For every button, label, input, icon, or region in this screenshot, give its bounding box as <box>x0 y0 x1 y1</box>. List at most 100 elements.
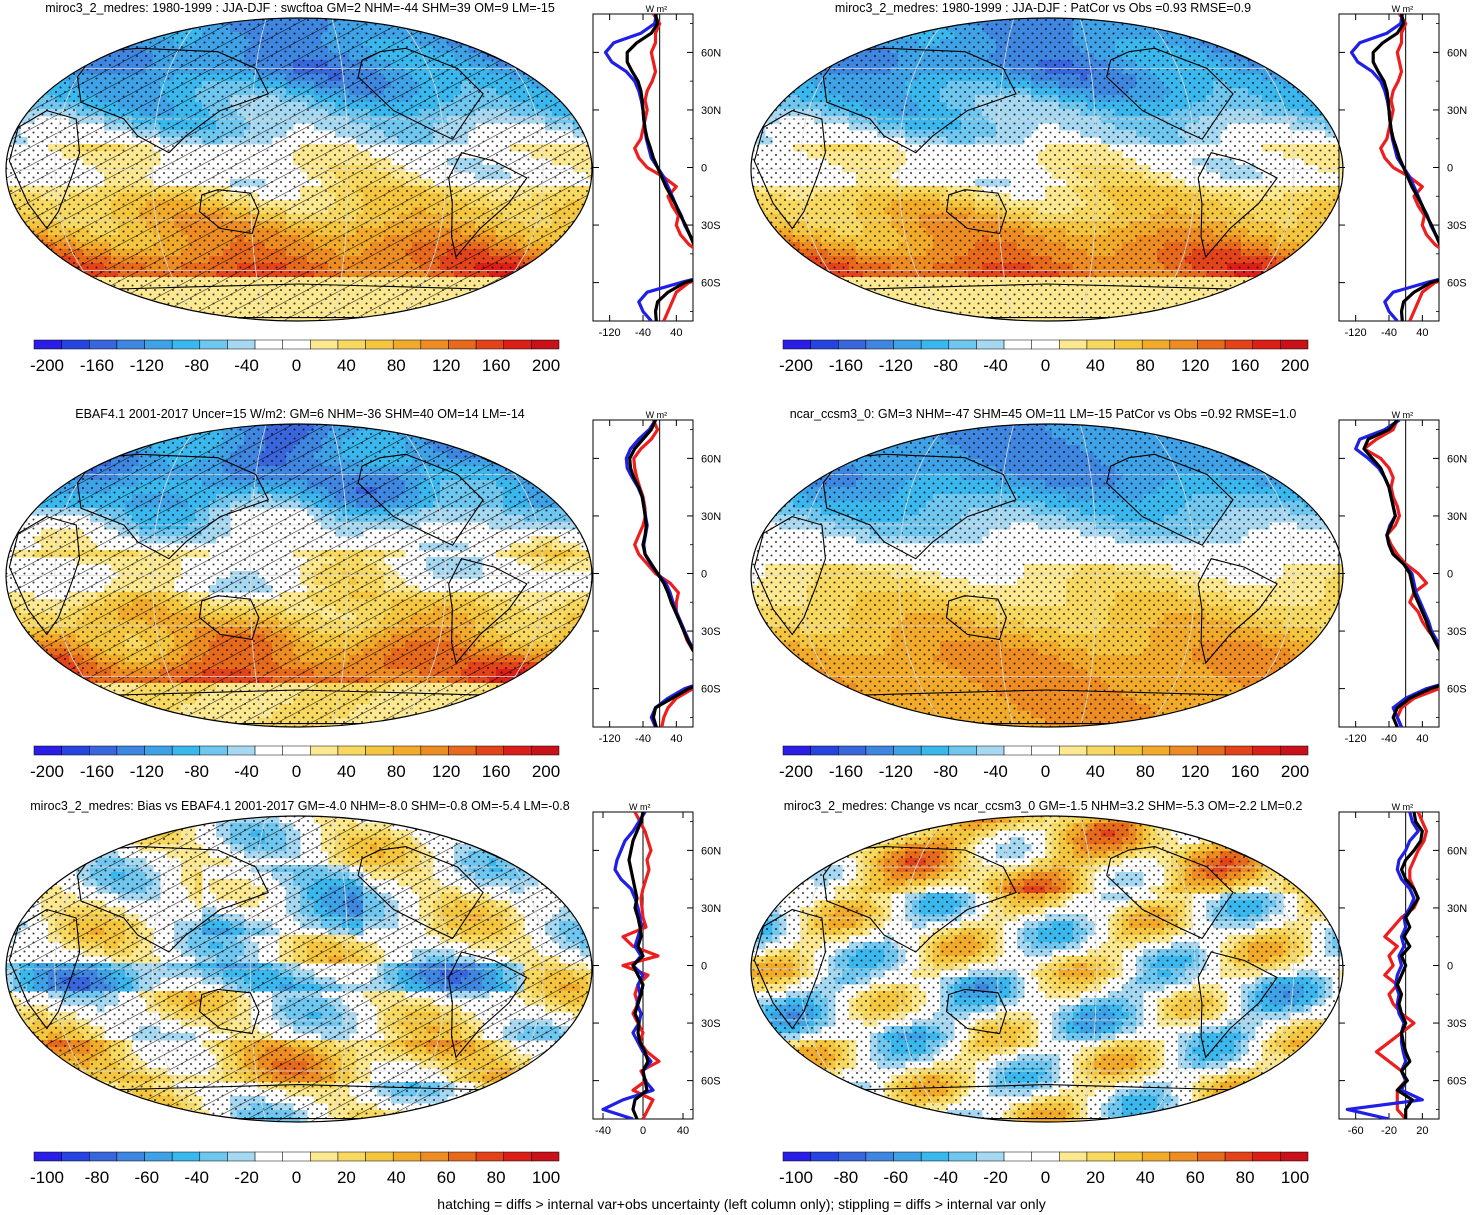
coastline <box>945 988 1008 1035</box>
colorbar-tick-label: -80 <box>834 1168 859 1187</box>
profile-lat-tick: 60S <box>701 278 721 290</box>
profile-lat-tick: 0 <box>1447 163 1453 175</box>
colorbar-swatch <box>1169 339 1198 350</box>
coastline <box>8 110 81 230</box>
profile-x-tick: 20 <box>1416 1125 1428 1137</box>
coastline <box>1106 47 1234 140</box>
profile-frame <box>1338 811 1440 1120</box>
coastline <box>1106 453 1234 546</box>
colorbar-swatch <box>1169 1151 1198 1162</box>
coastline <box>448 152 528 259</box>
profile-x-tick: 40 <box>677 1125 689 1137</box>
colorbar-tick-label: 40 <box>387 1168 406 1187</box>
map-field <box>6 18 592 321</box>
colorbar-tick-label: -40 <box>983 356 1008 375</box>
colorbar-swatch <box>1224 745 1253 756</box>
colorbar-swatch <box>227 339 256 350</box>
colorbar-tick-label: 100 <box>532 1168 560 1187</box>
colorbar-swatch <box>199 339 228 350</box>
colorbar-tick-label: -80 <box>933 762 958 781</box>
colorbar-swatch <box>782 745 811 756</box>
colorbar-swatch <box>503 339 532 350</box>
colorbar-tick-label: -80 <box>85 1168 110 1187</box>
colorbar-tick-label: -160 <box>80 762 114 781</box>
profile-series-black <box>1362 420 1439 727</box>
colorbar-tick-label: -100 <box>779 1168 813 1187</box>
map-border <box>750 423 1344 728</box>
colorbar-swatch <box>392 339 422 350</box>
colorbar-swatch <box>1003 1151 1032 1162</box>
panel-title: miroc3_2_medres: Change vs ncar_ccsm3_0 … <box>784 799 1303 813</box>
colorbar: -100 -80 -60 -40 -20 0 20 40 60 80 100 <box>30 1151 560 1187</box>
colorbar-swatch <box>810 1151 839 1162</box>
colorbar-swatch <box>171 1151 201 1162</box>
profile-series-blue <box>1345 812 1424 1119</box>
profile-unit: W m² <box>1392 4 1414 14</box>
colorbar-swatch <box>448 745 477 756</box>
colorbar-tick-label: 40 <box>1086 762 1105 781</box>
colorbar-swatch <box>89 745 118 756</box>
colorbar-swatch <box>1031 1151 1060 1162</box>
colorbar-swatch <box>254 1151 283 1162</box>
colorbar-tick-label: -20 <box>983 1168 1008 1187</box>
colorbar-tick-label: 160 <box>1231 356 1259 375</box>
colorbar-tick-label: 80 <box>487 1168 506 1187</box>
colorbar-tick-label: 160 <box>1231 762 1259 781</box>
map-border <box>5 423 593 728</box>
profile-unit: W m² <box>1392 802 1414 812</box>
colorbar-swatch <box>116 1151 145 1162</box>
profile-series-black <box>1371 14 1439 321</box>
colorbar-swatch <box>365 339 394 350</box>
colorbar-swatch <box>920 1151 950 1162</box>
zonal-profile: W m² 60N 30N 0 30S 60S -120 -40 40 <box>1338 4 1467 339</box>
colorbar-swatch <box>365 745 394 756</box>
coastline <box>1197 152 1278 259</box>
colorbar-swatch <box>144 1151 173 1162</box>
colorbar-swatch <box>171 339 201 350</box>
colorbar-tick-label: 0 <box>1041 356 1050 375</box>
colorbar-swatch <box>865 339 894 350</box>
colorbar-tick-label: 60 <box>437 1168 456 1187</box>
profile-x-tick: 0 <box>640 1125 646 1137</box>
colorbar-swatch <box>782 1151 811 1162</box>
colorbar-tick-label: -60 <box>135 1168 160 1187</box>
colorbar-swatch <box>310 1151 339 1162</box>
colorbar-tick-label: -40 <box>234 762 259 781</box>
colorbar-swatch <box>976 339 1005 350</box>
profile-lat-tick: 30N <box>1447 511 1467 523</box>
profile-series-red <box>1379 14 1439 321</box>
colorbar-tick-label: -200 <box>30 762 64 781</box>
coastline <box>822 47 1017 154</box>
colorbar-swatch <box>475 339 504 350</box>
colorbar-swatch <box>448 339 477 350</box>
colorbar-swatch <box>89 339 118 350</box>
colorbar-swatch <box>420 1151 449 1162</box>
colorbar-swatch <box>531 1151 560 1162</box>
profile-lat-tick: 30S <box>1447 220 1467 232</box>
colorbar-tick-label: 80 <box>387 762 406 781</box>
profile-series-black <box>1395 812 1424 1119</box>
colorbar-tick-label: -120 <box>879 356 913 375</box>
profile-frame <box>592 419 694 728</box>
zonal-profile: W m² 60N 30N 0 30S 60S -40 0 40 <box>592 802 721 1137</box>
colorbar-swatch <box>976 745 1005 756</box>
panel-3: EBAF4.1 2001-2017 Uncer=15 W/m2: GM=6 NH… <box>5 407 721 781</box>
profile-lat-tick: 60S <box>1447 278 1467 290</box>
colorbar-tick-label: 200 <box>1281 356 1309 375</box>
coastline <box>822 846 1017 953</box>
zonal-profile: W m² 60N 30N 0 30S 60S -60 -20 20 <box>1338 802 1467 1137</box>
colorbar-swatch <box>392 1151 422 1162</box>
colorbar-swatch <box>448 1151 477 1162</box>
colorbar-swatch <box>116 745 145 756</box>
profile-frame <box>592 13 694 322</box>
colorbar-swatch <box>254 339 283 350</box>
coastline <box>1197 558 1278 665</box>
coastline <box>198 988 260 1035</box>
colorbar-tick-label: 80 <box>1136 356 1155 375</box>
map-border <box>5 815 593 1123</box>
colorbar-tick-label: 0 <box>1041 762 1050 781</box>
colorbar-swatch <box>61 745 90 756</box>
colorbar-tick-label: -40 <box>184 1168 209 1187</box>
panel-title: miroc3_2_medres: 1980-1999 : JJA-DJF : s… <box>45 1 555 15</box>
profile-lat-tick: 30N <box>701 511 721 523</box>
